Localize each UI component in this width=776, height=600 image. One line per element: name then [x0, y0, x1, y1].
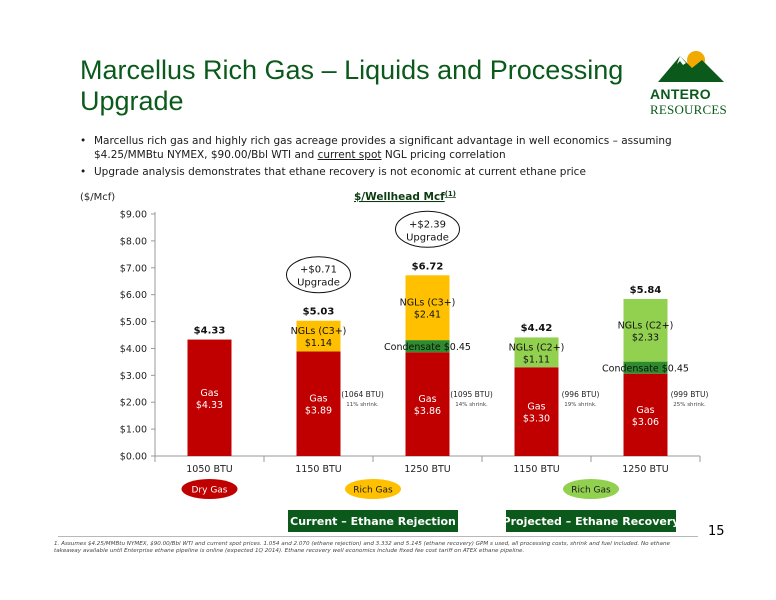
y-tick-label: $1.00 — [120, 425, 147, 436]
bullet-item: Upgrade analysis demonstrates that ethan… — [80, 165, 700, 179]
bar-segment-gas — [405, 352, 450, 456]
bar-total-label: $5.84 — [630, 285, 662, 296]
bar-segment-condensate — [405, 340, 450, 353]
bullet-text-end: NGL pricing correlation — [381, 149, 506, 161]
upgrade-caption-label: Upgrade — [406, 232, 449, 243]
segment-value-label: $1.14 — [305, 338, 332, 349]
y-tick-label: $5.00 — [120, 317, 147, 328]
group-tag-label: Rich Gas — [571, 486, 611, 496]
bar-total-label: $4.33 — [194, 326, 226, 337]
chart-title-superscript: (1) — [445, 190, 456, 198]
antero-logo: ANTERO RESOURCES — [650, 46, 732, 120]
bar-segment-ngl-c2 — [623, 298, 668, 362]
mountain-sun-icon — [658, 51, 724, 82]
bar-total-label: $4.42 — [521, 323, 553, 334]
stacked-bar-chart: ($/Mcf) $/Wellhead Mcf(1) $0.00 $1.00 $2.00 $… — [80, 190, 709, 532]
segment-value-label: $4.33 — [196, 400, 223, 411]
segment-label: Condensate $0.45 — [602, 364, 689, 375]
upgrade-amount-label: +$2.39 — [409, 219, 446, 230]
segment-label: Gas — [527, 402, 545, 413]
bullet-item: Marcellus rich gas and highly rich gas a… — [80, 134, 700, 162]
segment-value-label: $3.89 — [305, 406, 332, 417]
segment-value-label: $3.86 — [414, 406, 441, 417]
segment-label: Gas — [418, 394, 436, 405]
shrink-note: 14% shrink. — [455, 402, 488, 408]
x-tick-label: 1150 BTU — [513, 464, 560, 475]
segment-label: NGLs (C3+) — [291, 326, 347, 337]
bar-total-label: $5.03 — [303, 307, 335, 318]
segment-value-label: $2.33 — [632, 332, 659, 343]
upgrade-callout-ellipse — [286, 256, 351, 294]
bar-segment-gas — [187, 339, 232, 456]
logo-text-antero: ANTERO — [650, 86, 711, 102]
bar-segment-gas — [296, 351, 341, 456]
shrink-note: 25% shrink. — [673, 402, 706, 408]
btu-note: (1064 BTU) — [341, 390, 384, 399]
segment-label: NGLs (C3+) — [400, 298, 456, 309]
bar-segment-condensate — [623, 361, 668, 374]
bar-total-label: $6.72 — [412, 261, 444, 272]
page-number: 15 — [708, 524, 725, 539]
btu-note: (996 BTU) — [562, 390, 600, 399]
upgrade-amount-label: +$0.71 — [300, 265, 337, 276]
y-tick-label: $6.00 — [120, 290, 147, 301]
y-tick-label: $8.00 — [120, 236, 147, 247]
shrink-note: 11% shrink. — [346, 402, 379, 408]
segment-label: Condensate $0.45 — [384, 342, 471, 353]
bullet-underlined-text: current spot — [317, 149, 382, 161]
segment-value-label: $2.41 — [414, 310, 441, 321]
segment-label: Gas — [200, 388, 218, 399]
shrink-note: 19% shrink. — [564, 402, 597, 408]
group-tag-label: Rich Gas — [353, 486, 393, 496]
btu-note: (999 BTU) — [671, 390, 709, 399]
group-tag-pill — [181, 479, 238, 499]
logo-text-resources: RESOURCES — [650, 102, 727, 117]
bullet-list: Marcellus rich gas and highly rich gas a… — [80, 134, 700, 182]
segment-label: NGLs (C2+) — [618, 320, 674, 331]
x-tick-label: 1250 BTU — [622, 464, 669, 475]
y-axis-label: ($/Mcf) — [80, 192, 115, 203]
y-tick-label: $9.00 — [120, 210, 147, 221]
bullet-text: Upgrade analysis demonstrates that ethan… — [94, 166, 586, 178]
segment-label: Gas — [309, 394, 327, 405]
btu-note: (1095 BTU) — [450, 390, 493, 399]
bar-segment-ngl-c2 — [514, 337, 559, 368]
y-tick-label: $2.00 — [120, 398, 147, 409]
bar-segment-gas — [514, 367, 559, 456]
upgrade-caption-label: Upgrade — [297, 278, 340, 289]
segment-label: NGLs (C2+) — [509, 342, 565, 353]
group-caption-box — [506, 510, 676, 532]
bar-segment-gas — [623, 373, 668, 456]
group-caption-label: Projected – Ethane Recovery — [503, 515, 680, 528]
y-tick-label: $3.00 — [120, 371, 147, 382]
segment-label: Gas — [636, 405, 654, 416]
bullet-text: Marcellus rich gas and highly rich gas a… — [94, 135, 672, 161]
segment-value-label: $3.30 — [523, 414, 550, 425]
footnote: 1. Assumes $4.25/MMBtu NYMEX, $90.00/Bbl… — [54, 541, 670, 554]
group-tag-pill — [345, 479, 401, 499]
x-tick-label: 1050 BTU — [186, 464, 233, 475]
x-tick-label: 1250 BTU — [404, 464, 451, 475]
upgrade-callout-ellipse — [395, 210, 460, 248]
x-tick-label: 1150 BTU — [295, 464, 342, 475]
y-tick-label: $4.00 — [120, 344, 147, 355]
chart-title: $/Wellhead Mcf(1) — [354, 190, 456, 203]
group-tag-pill — [563, 479, 619, 499]
footnote-divider — [58, 536, 698, 537]
group-caption-box — [288, 510, 458, 532]
slide — [36, 36, 740, 564]
segment-value-label: $1.11 — [523, 354, 550, 365]
group-caption-label: Current – Ethane Rejection — [290, 515, 456, 528]
slide-title: Marcellus Rich Gas – Liquids and Process… — [80, 55, 624, 116]
segment-value-label: $3.06 — [632, 417, 659, 428]
y-tick-label: $0.00 — [120, 452, 147, 463]
bar-segment-ngl-c3 — [296, 320, 341, 352]
y-tick-label: $7.00 — [120, 263, 147, 274]
group-tag-label: Dry Gas — [192, 486, 228, 496]
bar-segment-ngl-c3 — [405, 275, 450, 341]
